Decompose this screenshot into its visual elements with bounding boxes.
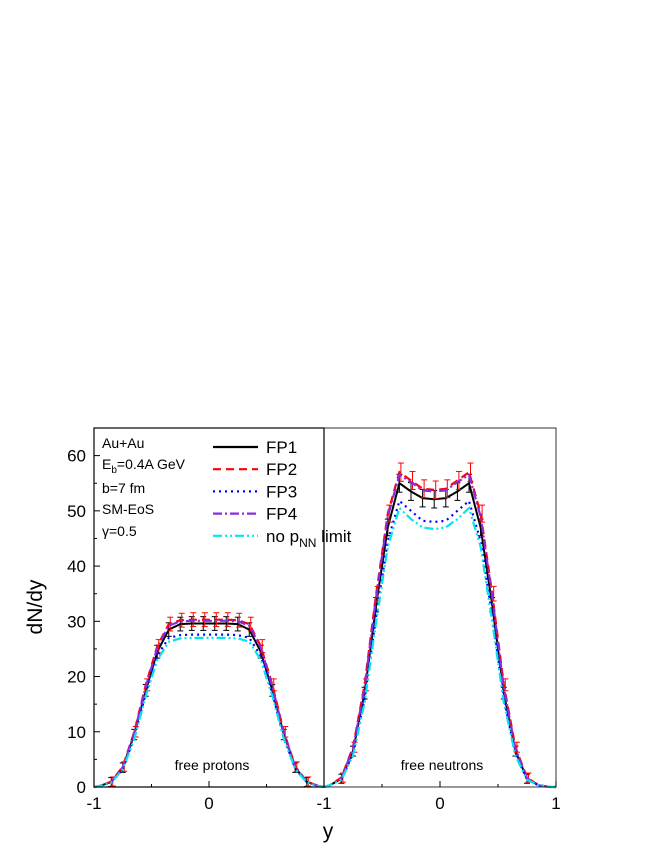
axes-frames — [93, 427, 557, 788]
legend-label: FP2 — [266, 460, 297, 479]
error-bar — [224, 612, 231, 628]
x-tick-label: 0 — [204, 794, 213, 813]
legend-label: FP4 — [266, 505, 297, 524]
panel-free-neutrons — [323, 462, 556, 789]
legend-label: FP1 — [266, 438, 297, 457]
series-line-free-neutrons-FP2 — [323, 470, 556, 789]
error-bar — [408, 482, 414, 501]
x-axis-title: y — [323, 820, 334, 843]
panel-free-protons — [93, 612, 325, 789]
y-tick-label: 10 — [67, 723, 86, 742]
error-bar — [201, 612, 208, 628]
x-tick-label: -1 — [316, 794, 331, 813]
y-axis-title: dN/dy — [24, 579, 47, 634]
error-bar — [454, 482, 461, 501]
annotation-impact-parameter: b=7 fm — [102, 480, 145, 496]
error-bar — [421, 479, 428, 499]
x-tick-label: 1 — [551, 794, 560, 813]
series-line-free-protons-no-pNN-limit — [93, 636, 325, 789]
series-line-free-neutrons-no-pNN-limit — [323, 506, 556, 789]
y-tick-label: 60 — [67, 447, 86, 466]
annotation-eos: SM-EoS — [102, 501, 154, 517]
y-tick-label: 40 — [67, 557, 86, 576]
legend-label: no pNN limit — [266, 527, 352, 550]
panel-label-free-neutrons: free neutrons — [401, 757, 484, 773]
y-tick-label: 20 — [67, 668, 86, 687]
error-bar — [432, 480, 439, 500]
y-tick-label: 30 — [67, 612, 86, 631]
error-bar — [409, 470, 416, 490]
panel-label-free-protons: free protons — [175, 757, 250, 773]
error-bar — [213, 612, 220, 628]
series-line-free-neutrons-FP1 — [323, 481, 556, 788]
series-line-free-neutrons-FP3 — [323, 498, 556, 789]
annotation-block: Au+Au Eb=0.4A GeV b=7 fm SM-EoS γ=0.5 — [102, 435, 186, 539]
x-tick-label: -1 — [86, 794, 101, 813]
error-bar — [190, 612, 197, 628]
legend-label: FP3 — [266, 482, 297, 501]
y-tick-label: 0 — [77, 778, 86, 797]
annotation-gamma: γ=0.5 — [102, 523, 137, 539]
series-line-free-protons-FP4 — [93, 619, 325, 789]
x-tick-label: 0 — [435, 794, 444, 813]
legend: FP1 FP2 FP3 FP4 no pNN limit — [213, 438, 352, 550]
error-bar — [397, 462, 404, 482]
series-line-free-neutrons-FP4 — [323, 473, 556, 789]
error-bar — [236, 612, 243, 628]
annotation-system: Au+Au — [102, 435, 144, 451]
y-tick-label: 50 — [67, 502, 86, 521]
series-line-free-protons-FP3 — [93, 633, 325, 789]
annotation-energy: Eb=0.4A GeV — [102, 456, 186, 476]
